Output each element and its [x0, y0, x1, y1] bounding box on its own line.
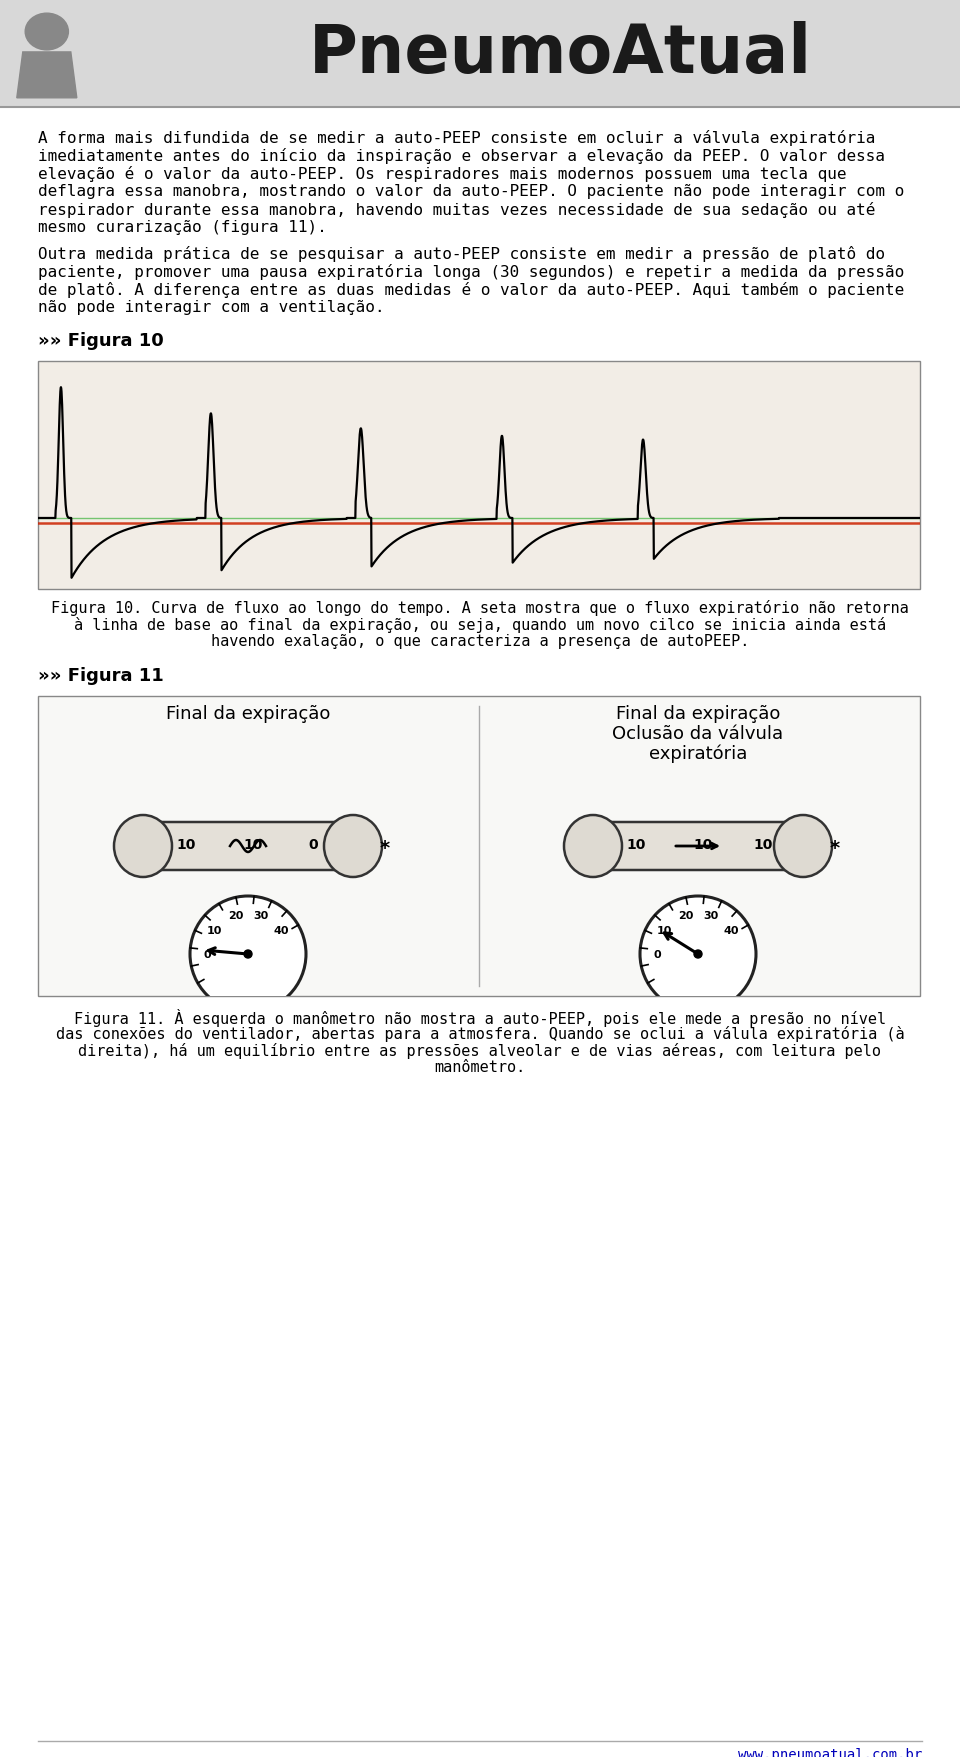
- Text: manômetro.: manômetro.: [434, 1059, 526, 1074]
- Text: 10: 10: [177, 838, 196, 852]
- Bar: [0, 0, 960, 107]
- Text: 30: 30: [253, 910, 268, 921]
- FancyBboxPatch shape: [147, 822, 349, 870]
- Text: Outra medida prática de se pesquisar a auto-PEEP consiste em medir a pressão de : Outra medida prática de se pesquisar a a…: [38, 246, 885, 262]
- Text: 10: 10: [693, 838, 712, 852]
- Ellipse shape: [774, 815, 832, 877]
- Ellipse shape: [564, 815, 622, 877]
- Text: mesmo curarização (figura 11).: mesmo curarização (figura 11).: [38, 220, 326, 235]
- Text: 10: 10: [243, 838, 263, 852]
- Text: paciente, promover uma pausa expiratória longa (30 segundos) e repetir a medida : paciente, promover uma pausa expiratória…: [38, 264, 904, 279]
- Text: direita), há um equilíbrio entre as pressões alveolar e de vias aéreas, com leit: direita), há um equilíbrio entre as pres…: [79, 1042, 881, 1058]
- Text: Final da expiração: Final da expiração: [166, 705, 330, 722]
- Text: 20: 20: [678, 910, 693, 921]
- Text: Figura 10. Curva de fluxo ao longo do tempo. A seta mostra que o fluxo expiratór: Figura 10. Curva de fluxo ao longo do te…: [51, 599, 909, 615]
- Text: Figura 11. À esquerda o manômetro não mostra a auto-PEEP, pois ele mede a presão: Figura 11. À esquerda o manômetro não mo…: [74, 1009, 886, 1026]
- Text: www.pneumoatual.com.br: www.pneumoatual.com.br: [737, 1746, 922, 1757]
- Circle shape: [694, 951, 702, 959]
- Text: 20: 20: [228, 910, 243, 921]
- Text: A forma mais difundida de se medir a auto-PEEP consiste em ocluir a válvula expi: A forma mais difundida de se medir a aut…: [38, 130, 876, 146]
- Bar: [38, 696, 920, 996]
- Ellipse shape: [114, 815, 172, 877]
- Text: PneumoAtual: PneumoAtual: [308, 21, 811, 86]
- Bar: [38, 362, 920, 590]
- Text: 30: 30: [703, 910, 718, 921]
- Text: respirador durante essa manobra, havendo muitas vezes necessidade de sua sedação: respirador durante essa manobra, havendo…: [38, 202, 876, 218]
- Text: Final da expiração: Final da expiração: [615, 705, 780, 722]
- Text: 10: 10: [754, 838, 773, 852]
- Text: 0: 0: [653, 949, 660, 959]
- FancyBboxPatch shape: [597, 822, 799, 870]
- Text: »» Figura 10: »» Figura 10: [38, 332, 164, 350]
- Text: imediatamente antes do início da inspiração e observar a elevação da PEEP. O val: imediatamente antes do início da inspira…: [38, 148, 885, 163]
- Text: havendo exalação, o que caracteriza a presença de autoPEEP.: havendo exalação, o que caracteriza a pr…: [211, 634, 749, 648]
- Circle shape: [640, 896, 756, 1012]
- Text: 10: 10: [658, 926, 673, 935]
- Circle shape: [190, 896, 306, 1012]
- Text: Oclusão da válvula: Oclusão da válvula: [612, 724, 783, 743]
- Polygon shape: [17, 53, 77, 98]
- Text: à linha de base ao final da expiração, ou seja, quando um novo cilco se inicia a: à linha de base ao final da expiração, o…: [74, 617, 886, 633]
- Text: elevação é o valor da auto-PEEP. Os respiradores mais modernos possuem uma tecla: elevação é o valor da auto-PEEP. Os resp…: [38, 165, 847, 183]
- Text: 0: 0: [204, 949, 211, 959]
- Circle shape: [25, 14, 68, 51]
- Text: *: *: [380, 840, 390, 857]
- Text: não pode interagir com a ventilação.: não pode interagir com a ventilação.: [38, 300, 385, 315]
- Text: 10: 10: [207, 926, 223, 935]
- Text: das conexões do ventilador, abertas para a atmosfera. Quando se oclui a válula e: das conexões do ventilador, abertas para…: [56, 1026, 904, 1042]
- Text: expiratória: expiratória: [649, 745, 747, 763]
- Text: 0: 0: [308, 838, 318, 852]
- Text: »» Figura 11: »» Figura 11: [38, 666, 164, 685]
- Ellipse shape: [324, 815, 382, 877]
- Circle shape: [244, 951, 252, 959]
- Text: 40: 40: [724, 926, 739, 935]
- Text: *: *: [830, 840, 840, 857]
- Text: deflagra essa manobra, mostrando o valor da auto-PEEP. O paciente não pode inter: deflagra essa manobra, mostrando o valor…: [38, 184, 904, 199]
- Text: 40: 40: [274, 926, 289, 935]
- Text: 10: 10: [626, 838, 646, 852]
- Text: de platô. A diferença entre as duas medidas é o valor da auto-PEEP. Aqui também : de platô. A diferença entre as duas medi…: [38, 281, 904, 299]
